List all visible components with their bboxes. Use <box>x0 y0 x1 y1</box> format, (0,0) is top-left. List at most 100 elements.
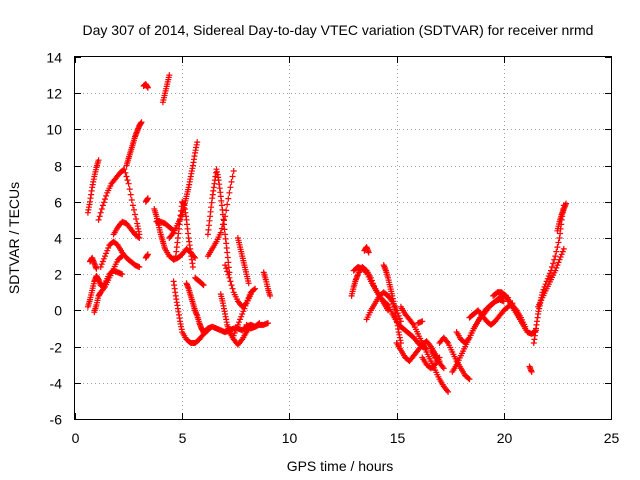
series-s27 <box>243 320 263 332</box>
y-tick-label: -6 <box>50 412 63 428</box>
series-s13 <box>153 218 177 234</box>
data-point <box>544 275 551 282</box>
x-tick-label: 20 <box>497 430 513 446</box>
data-point <box>528 367 535 374</box>
data-point <box>133 216 140 222</box>
data-point <box>558 251 565 258</box>
y-tick-label: 4 <box>54 231 62 247</box>
data-point <box>231 330 238 336</box>
series-s18 <box>183 280 207 336</box>
data-point <box>242 302 249 309</box>
data-point <box>226 189 233 196</box>
data-point <box>98 206 105 212</box>
data-point <box>556 256 563 263</box>
data-point <box>397 318 404 325</box>
data-point <box>229 173 236 180</box>
x-tick-label: 10 <box>282 430 298 446</box>
data-point <box>223 265 230 272</box>
data-point <box>222 262 229 269</box>
x-tick-label: 15 <box>390 430 406 446</box>
grid-lines <box>75 57 611 419</box>
series-s47 <box>535 245 567 310</box>
series-s19 <box>192 274 207 289</box>
data-point <box>551 256 558 263</box>
data-point <box>223 207 230 214</box>
data-point <box>95 216 102 223</box>
series-s22 <box>204 168 237 260</box>
data-point <box>237 316 244 323</box>
chart-title: Day 307 of 2014, Sidereal Day-to-day VTE… <box>83 22 594 38</box>
series-s45 <box>526 363 535 375</box>
data-point <box>192 254 199 261</box>
data-point <box>553 264 560 271</box>
plot-frame <box>74 56 612 420</box>
data-point <box>104 247 111 254</box>
y-tick-label: 8 <box>54 159 62 175</box>
data-point <box>244 297 251 304</box>
data-point <box>93 265 100 272</box>
data-point <box>119 271 126 278</box>
series-s06 <box>97 238 143 270</box>
data-point <box>100 285 107 292</box>
data-point <box>124 177 131 184</box>
data-point <box>243 300 250 307</box>
data-point <box>99 258 106 265</box>
data-point <box>559 248 566 255</box>
data-point <box>362 268 369 275</box>
data-point <box>144 251 151 258</box>
y-tick-label: -2 <box>50 340 63 356</box>
data-point <box>225 195 232 202</box>
data-point <box>136 264 143 270</box>
series-s25 <box>230 285 259 339</box>
series-s14 <box>159 72 173 106</box>
data-point <box>225 271 232 278</box>
series-s15 <box>166 139 201 241</box>
data-point <box>144 195 151 202</box>
data-point <box>267 292 274 299</box>
data-point <box>102 253 108 260</box>
data-point <box>238 337 245 344</box>
data-point <box>545 273 552 279</box>
data-point <box>251 286 257 293</box>
data-point <box>100 199 107 206</box>
data-point <box>241 305 248 312</box>
series-s43 <box>490 289 539 337</box>
data-point <box>224 201 231 208</box>
data-point <box>522 323 529 330</box>
data-point <box>240 308 247 315</box>
data-point <box>131 206 137 213</box>
series-s42 <box>466 300 516 328</box>
data-point <box>246 292 253 298</box>
y-tick-label: 0 <box>54 303 62 319</box>
data-point <box>228 282 235 289</box>
data-point <box>189 264 196 270</box>
data-point <box>440 365 447 372</box>
data-point <box>227 278 234 285</box>
y-tick-label: 14 <box>46 50 62 66</box>
data-point <box>218 225 225 232</box>
data-point <box>199 281 206 288</box>
data-point <box>554 244 561 251</box>
data-point <box>135 234 142 241</box>
data-point <box>552 267 559 274</box>
series-s41 <box>453 292 512 346</box>
series-s17 <box>172 198 196 270</box>
series-s26 <box>234 235 252 287</box>
data-point <box>530 340 537 346</box>
data-point <box>99 202 106 209</box>
series-s28 <box>260 269 274 299</box>
data-points <box>84 72 569 395</box>
series-s11 <box>142 251 151 261</box>
data-point <box>128 197 135 203</box>
data-point <box>560 245 567 252</box>
series-s04 <box>91 253 126 316</box>
series-s48 <box>554 200 569 234</box>
data-point <box>127 191 134 198</box>
data-point <box>466 376 473 383</box>
data-point <box>144 84 151 91</box>
axis-ticks: 0 5 10 15 20 25 -6 -4 -2 0 2 4 6 8 10 12 14 <box>46 50 619 447</box>
data-point <box>465 335 472 342</box>
data-point <box>255 321 262 327</box>
data-point <box>100 255 107 262</box>
data-point <box>465 375 472 382</box>
